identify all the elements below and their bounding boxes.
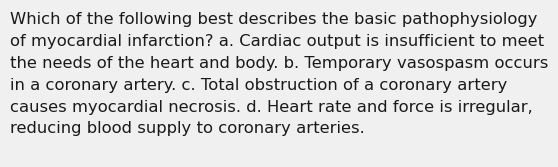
Text: Which of the following best describes the basic pathophysiology
of myocardial in: Which of the following best describes th… [10, 12, 549, 136]
